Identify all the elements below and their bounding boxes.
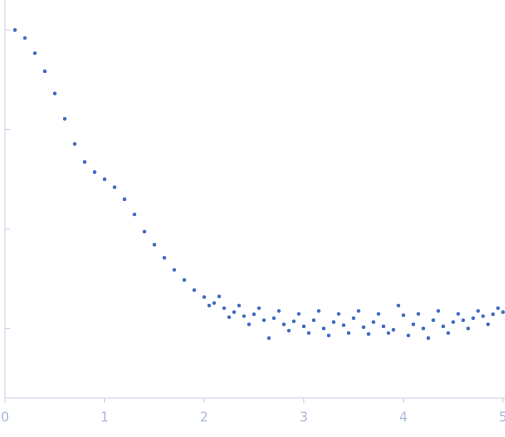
point (486, 322, 490, 327)
point (306, 331, 311, 335)
point (43, 69, 47, 73)
point (336, 312, 341, 316)
point (376, 312, 381, 316)
point (212, 301, 216, 305)
point (436, 309, 441, 313)
point (252, 312, 256, 317)
point (287, 328, 291, 333)
point (207, 303, 211, 308)
point (162, 255, 167, 260)
point (72, 142, 77, 146)
x-tick-label: 0 (1, 411, 9, 426)
point (426, 336, 431, 340)
point (217, 294, 221, 299)
point (62, 116, 67, 121)
point (277, 309, 281, 313)
point (456, 312, 460, 316)
point (356, 309, 361, 313)
point (227, 315, 231, 319)
point (501, 310, 505, 314)
point (441, 324, 446, 329)
x-tick-label: 2 (200, 411, 208, 426)
point (466, 326, 470, 331)
point (321, 326, 326, 331)
point (237, 303, 241, 308)
point (242, 314, 246, 318)
point (326, 333, 331, 338)
point (182, 278, 187, 282)
point (416, 312, 421, 316)
point (361, 325, 366, 329)
point (421, 326, 426, 331)
x-tick-label: 3 (300, 411, 308, 426)
point (172, 268, 177, 272)
point (411, 322, 416, 327)
point (351, 316, 356, 320)
point (33, 51, 37, 55)
point (491, 312, 495, 317)
point (311, 318, 316, 323)
point (461, 318, 465, 323)
point (431, 318, 436, 323)
x-tick-label: 1 (100, 411, 108, 426)
point (316, 309, 321, 313)
point (396, 303, 401, 308)
point (267, 336, 271, 340)
point (262, 318, 266, 323)
x-tick-label: 4 (399, 411, 407, 426)
point (451, 320, 456, 324)
point (23, 36, 27, 40)
point (92, 170, 97, 174)
point (341, 323, 346, 327)
point (112, 185, 117, 189)
point (391, 327, 396, 332)
point (302, 324, 306, 329)
point (247, 322, 251, 327)
point (476, 309, 480, 313)
point (282, 322, 286, 327)
point (346, 331, 351, 335)
point (202, 295, 206, 299)
point (102, 177, 107, 182)
point (192, 288, 197, 292)
point (142, 229, 147, 234)
point (481, 314, 485, 318)
point (82, 160, 87, 164)
point (53, 91, 57, 96)
point (222, 306, 226, 310)
point (496, 306, 500, 310)
point (331, 320, 336, 324)
point (401, 313, 406, 317)
point (232, 310, 236, 314)
point (122, 197, 127, 202)
point (406, 333, 411, 338)
point (292, 319, 296, 324)
point (257, 306, 261, 310)
point (132, 212, 137, 217)
point (386, 331, 391, 335)
point (297, 312, 301, 316)
point (272, 316, 276, 320)
point (381, 324, 386, 329)
point (471, 316, 475, 320)
x-tick-label: 5 (499, 411, 505, 426)
point (13, 28, 17, 32)
point (371, 320, 376, 324)
point (366, 332, 371, 336)
point (446, 331, 451, 335)
point (152, 242, 157, 247)
